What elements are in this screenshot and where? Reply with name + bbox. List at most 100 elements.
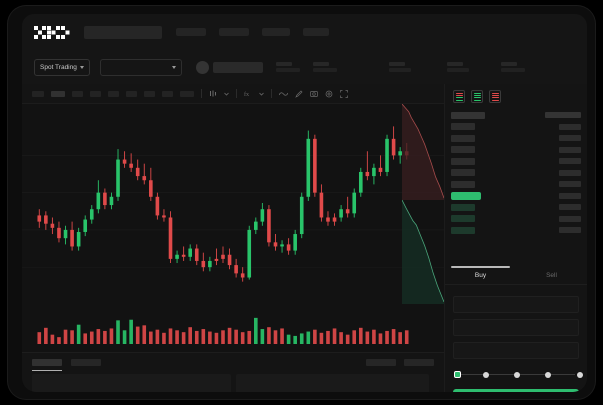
- order-total-field[interactable]: [453, 342, 579, 359]
- order-form: [445, 290, 587, 392]
- slider-stop-50[interactable]: [514, 371, 520, 378]
- orders-panel: [22, 352, 444, 392]
- stat-value: [446, 68, 469, 73]
- okx-logo[interactable]: [34, 25, 72, 39]
- timeframe-7[interactable]: [144, 90, 155, 97]
- fullscreen-icon[interactable]: [340, 89, 348, 98]
- mark-price-highlight: [451, 191, 481, 200]
- toolbar-divider-2: [236, 89, 237, 98]
- timeframe-2[interactable]: [51, 90, 65, 97]
- candle-type-icon[interactable]: [209, 90, 217, 97]
- svg-text:fx: fx: [244, 91, 249, 97]
- settings-icon[interactable]: [325, 90, 333, 98]
- nav-item-3[interactable]: [262, 28, 290, 36]
- stat-value: [312, 68, 337, 73]
- order-amount-field[interactable]: [453, 319, 579, 336]
- nav-item-4[interactable]: [303, 28, 329, 36]
- timeframe-3[interactable]: [72, 90, 83, 97]
- camera-icon[interactable]: [310, 90, 318, 97]
- stat-24h-low: [446, 61, 469, 73]
- slider-stop-25[interactable]: [483, 371, 489, 378]
- device-frame: Spot Trading: [8, 6, 595, 399]
- chevron-down-icon-2[interactable]: [259, 92, 264, 96]
- orderbook-view-both-icon[interactable]: [453, 90, 465, 103]
- orderbook-col-price: [451, 111, 485, 119]
- amount-percent-slider[interactable]: [453, 369, 583, 381]
- timeframe-9[interactable]: [180, 90, 194, 97]
- orderbook-bid-row[interactable]: [451, 215, 581, 223]
- stat-label: [446, 61, 463, 66]
- pair-select-dropdown[interactable]: [99, 58, 182, 76]
- chart-toolbar: fx: [22, 84, 444, 104]
- volume-series: [37, 317, 409, 344]
- timeframe-4[interactable]: [90, 90, 101, 97]
- app-screen: Spot Trading: [22, 14, 587, 392]
- header: [22, 14, 587, 50]
- orders-tabs: [22, 353, 444, 371]
- orderbook-ask-row[interactable]: [451, 169, 581, 177]
- order-panel: Buy Sell: [444, 84, 587, 392]
- slider-stop-100[interactable]: [577, 371, 583, 378]
- timeframe-5[interactable]: [108, 90, 119, 97]
- pencil-icon[interactable]: [295, 90, 303, 98]
- search-input[interactable]: [84, 25, 162, 39]
- slider-handle[interactable]: [453, 371, 461, 378]
- timeframe-8[interactable]: [162, 90, 173, 97]
- subheader: Spot Trading: [22, 50, 587, 84]
- chevron-down-icon[interactable]: [224, 92, 229, 96]
- orderbook-bid-row[interactable]: [451, 226, 581, 234]
- tab-open-orders[interactable]: [32, 359, 62, 371]
- chevron-down-icon: [171, 65, 176, 69]
- timeframe-1[interactable]: [32, 90, 44, 97]
- stat-value: [500, 68, 525, 73]
- pair-name: [212, 61, 263, 73]
- nav-item-1[interactable]: [176, 28, 206, 36]
- slider-stop-75[interactable]: [545, 371, 551, 378]
- stat-label: [388, 61, 405, 66]
- stat-24h-volume: [500, 61, 525, 73]
- stat-label: [275, 61, 292, 66]
- stat-value: [275, 68, 300, 73]
- tab-order-history[interactable]: [71, 359, 101, 366]
- place-buy-order-button[interactable]: [453, 389, 579, 392]
- orderbook-bid-row[interactable]: [451, 203, 581, 211]
- nav-item-2[interactable]: [219, 28, 249, 36]
- order-book: [445, 107, 587, 234]
- tab-buy[interactable]: Buy: [445, 266, 516, 284]
- stat-24h-high: [388, 61, 411, 73]
- spot-trading-label: Spot Trading: [40, 63, 77, 71]
- order-price-field[interactable]: [453, 296, 579, 313]
- price-chart[interactable]: [22, 104, 444, 304]
- indicators-icon[interactable]: fx: [244, 90, 252, 97]
- orderbook-mark-price-row[interactable]: [451, 191, 581, 200]
- candlestick-series: [22, 126, 444, 282]
- spot-trading-dropdown[interactable]: Spot Trading: [34, 58, 90, 76]
- bottom-card-left[interactable]: [32, 374, 231, 392]
- bottom-action-2[interactable]: [404, 359, 434, 366]
- bottom-card-right[interactable]: [236, 374, 429, 392]
- orderbook-ask-row[interactable]: [451, 146, 581, 154]
- orderbook-ask-row[interactable]: [451, 180, 581, 188]
- wave-icon[interactable]: [279, 91, 288, 97]
- orderbook-header-row: [451, 111, 581, 119]
- stat-24h-change: [312, 61, 337, 73]
- stat-label: [500, 61, 517, 66]
- bottom-action-1[interactable]: [366, 359, 396, 366]
- tab-sell[interactable]: Sell: [516, 266, 587, 284]
- toolbar-divider: [201, 89, 202, 98]
- timeframe-6[interactable]: [126, 90, 137, 97]
- trade-tabs: Buy Sell: [445, 266, 587, 285]
- orderbook-ask-row[interactable]: [451, 134, 581, 142]
- toolbar-divider-3: [271, 89, 272, 98]
- coin-avatar: [195, 60, 209, 74]
- okx-logo-icon: [34, 25, 70, 39]
- orderbook-ask-row[interactable]: [451, 157, 581, 165]
- market-depth-overlay: [401, 104, 444, 304]
- stat-value: [388, 68, 411, 73]
- stat-label: [312, 61, 329, 66]
- orderbook-view-asks-icon[interactable]: [489, 90, 501, 103]
- chevron-down-icon: [79, 65, 84, 69]
- orderbook-ask-row[interactable]: [451, 123, 581, 131]
- orders-actions: [366, 359, 434, 366]
- orderbook-view-bids-icon[interactable]: [471, 90, 483, 103]
